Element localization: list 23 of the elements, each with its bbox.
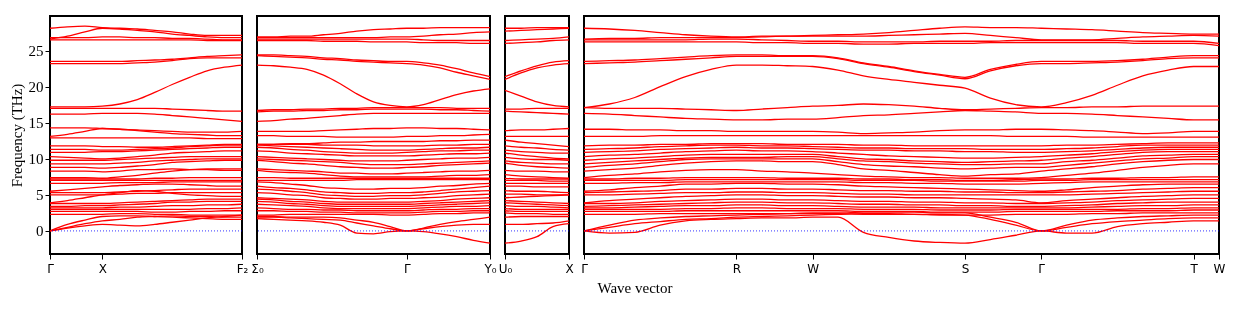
x-tick-label: Σ₀ bbox=[251, 261, 264, 276]
x-tick-label: F₂ bbox=[236, 261, 249, 276]
x-tick-label: W bbox=[807, 261, 820, 276]
x-tick-label: Γ bbox=[403, 261, 411, 276]
y-tick-label: 15 bbox=[28, 115, 44, 132]
x-tick-label: S bbox=[961, 261, 970, 276]
y-axis-title: Frequency (THz) bbox=[8, 83, 26, 188]
x-tick-label: Γ bbox=[581, 261, 589, 276]
x-axis-title: Wave vector bbox=[597, 279, 673, 296]
x-tick-label: Γ bbox=[1038, 261, 1046, 276]
x-tick-label: Y₀ bbox=[483, 261, 497, 276]
x-tick-label: X bbox=[565, 261, 574, 276]
y-tick-label: 5 bbox=[36, 187, 44, 204]
y-tick-label: 10 bbox=[28, 151, 44, 168]
x-tick-label: X bbox=[98, 261, 107, 276]
x-tick-label: T bbox=[1189, 261, 1199, 276]
x-tick-label: W bbox=[1213, 261, 1226, 276]
x-tick-label: U₀ bbox=[498, 261, 513, 276]
y-tick-label: 0 bbox=[36, 223, 44, 240]
y-tick-label: 25 bbox=[28, 43, 44, 60]
y-tick-label: 20 bbox=[28, 79, 44, 96]
x-tick-label: R bbox=[732, 261, 742, 276]
x-tick-label: Γ bbox=[47, 261, 55, 276]
